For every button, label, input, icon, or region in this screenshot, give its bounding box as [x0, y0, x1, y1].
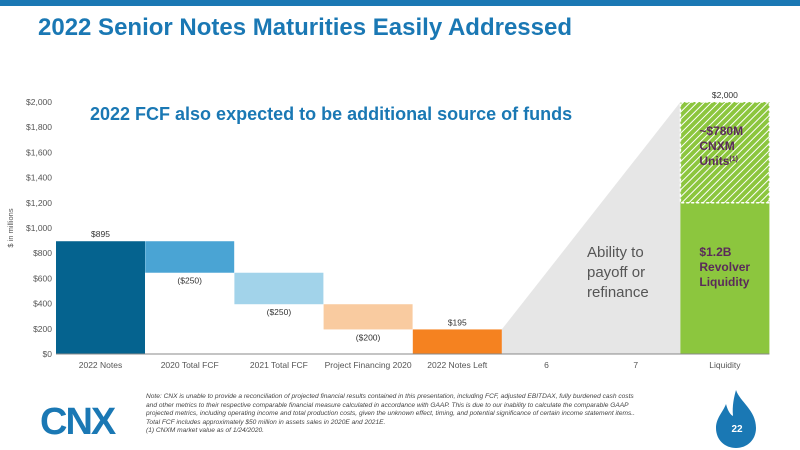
footnote-line: projected metrics, including operating i… — [146, 410, 635, 418]
x-tick-label: Liquidity — [709, 360, 741, 370]
bar-value-label: $895 — [91, 229, 110, 239]
bar-value-label: ($250) — [267, 307, 292, 317]
footnote: Note: CNX is unable to provide a reconci… — [146, 393, 716, 436]
x-tick-label: 2022 Notes Left — [427, 360, 488, 370]
bar-value-label: $195 — [448, 317, 467, 327]
page-title: 2022 Senior Notes Maturities Easily Addr… — [38, 14, 572, 41]
flame-badge-icon — [716, 390, 756, 448]
y-tick-label: $0 — [43, 349, 53, 359]
waterfall-bar — [323, 304, 413, 330]
y-tick-label: $1,000 — [26, 223, 52, 233]
revolver-label: $1.2B Revolver Liquidity — [699, 245, 750, 289]
liquidity-total-label: $2,000 — [712, 90, 738, 100]
chart-headline: 2022 FCF also expected to be additional … — [90, 104, 572, 124]
bar-value-label: ($200) — [356, 332, 381, 342]
footnote-line: and other metrics to their respective co… — [146, 401, 629, 409]
y-axis-label: $ in millions — [6, 208, 15, 247]
y-tick-label: $2,000 — [26, 97, 52, 107]
y-tick-label: $1,800 — [26, 122, 52, 132]
footnote-line: (1) CNXM market value as of 1/24/2020. — [146, 427, 265, 435]
logo-text: CNX — [40, 401, 117, 440]
waterfall-bar — [412, 329, 502, 354]
annotation-text: Ability to payoff or refinance — [587, 244, 649, 301]
x-tick-label: 2022 Notes — [79, 360, 122, 370]
liquidity-revolver-bar — [680, 202, 770, 354]
y-tick-label: $1,600 — [26, 147, 52, 157]
x-tick-label: 2020 Total FCF — [161, 360, 219, 370]
y-tick-label: $600 — [33, 273, 52, 283]
x-tick-label: Project Financing 2020 — [325, 360, 412, 370]
waterfall-bar — [234, 272, 324, 305]
waterfall-bar — [56, 241, 145, 354]
cnxm-label: ~$780M CNXM Units(1) — [699, 124, 743, 168]
liquidity-cnxm-bar — [680, 102, 770, 203]
bar-value-label: ($250) — [177, 276, 202, 286]
y-tick-label: $400 — [33, 299, 52, 309]
y-tick-label: $800 — [33, 248, 52, 258]
waterfall-bar — [145, 241, 235, 273]
y-tick-label: $1,400 — [26, 173, 52, 183]
x-tick-label: 2021 Total FCF — [250, 360, 308, 370]
y-tick-label: $1,200 — [26, 198, 52, 208]
cnx-logo: CNX — [40, 401, 119, 440]
page-number: 22 — [731, 424, 743, 435]
y-tick-label: $200 — [33, 324, 52, 334]
top-accent-bar — [0, 0, 800, 6]
callout-wedge — [501, 102, 681, 354]
x-tick-label: 6 — [544, 360, 549, 370]
footnote-line: Note: CNX is unable to provide a reconci… — [146, 393, 634, 400]
x-tick-label: 7 — [633, 360, 638, 370]
footnote-line: Total FCF includes approximately $50 mil… — [146, 418, 386, 426]
